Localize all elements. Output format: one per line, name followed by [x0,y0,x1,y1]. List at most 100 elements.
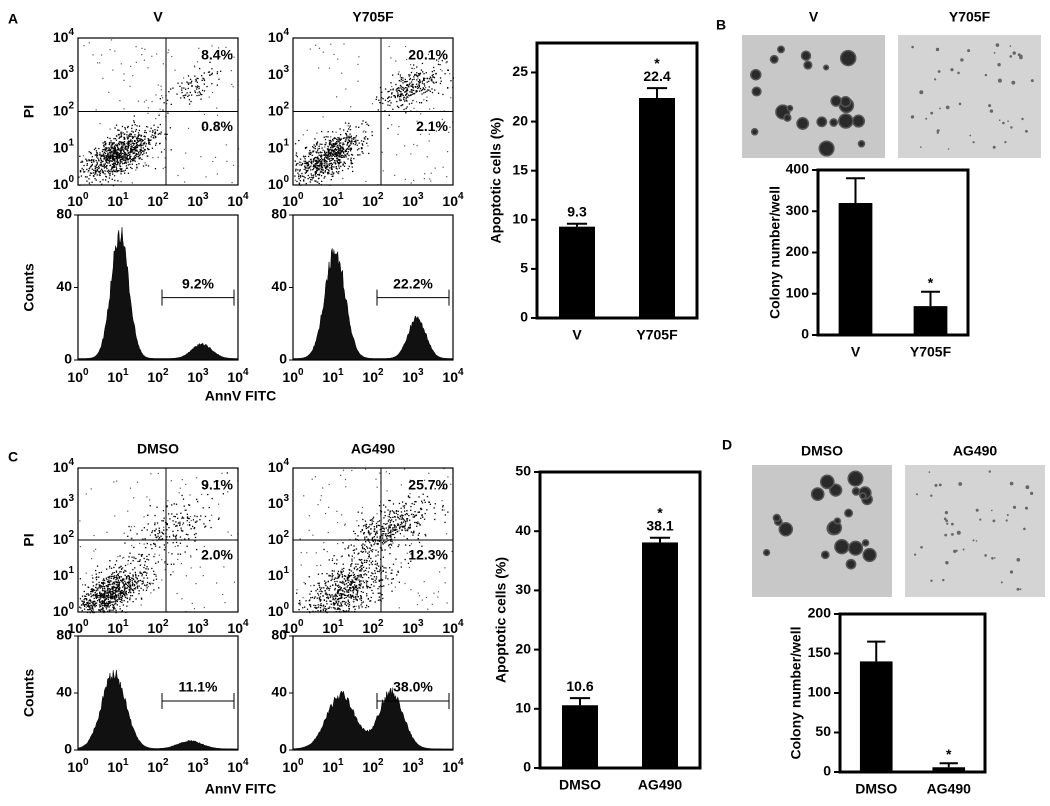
cell-event [382,565,384,567]
cell-event [370,528,372,530]
cell-event [95,172,97,174]
cell-event [153,570,155,572]
cell-event [304,168,306,170]
cell-event [109,565,111,568]
cell-event [150,139,152,141]
cell-event [137,575,140,577]
cell-event [317,161,320,163]
image-title: V [809,9,819,25]
cell-event [112,609,114,611]
cell-event [112,69,114,71]
cell-event [119,165,121,167]
cell-event [203,113,205,116]
cell-event [149,499,151,501]
cell-event [97,594,99,597]
cell-event [117,585,119,588]
cell-event [189,82,191,84]
cell-event [322,171,324,174]
cell-event [433,107,435,109]
cell-event [344,548,346,550]
cell-event [98,160,100,162]
cell-event [365,606,367,609]
cell-event [360,604,362,606]
cell-event [123,170,125,172]
cell-event [309,179,312,181]
cell-event [384,515,386,517]
cell-event [337,607,339,609]
cell-event [344,524,346,526]
cell-event [406,100,408,102]
cell-event [94,602,96,604]
cell-event [121,156,123,159]
cell-event [199,92,201,94]
cell-event [374,572,376,574]
cell-event [339,586,341,588]
cell-event [142,571,145,573]
cell-event [394,96,396,99]
cell-event [358,586,360,589]
cell-event [299,161,301,163]
colony [851,114,866,128]
cell-event [328,169,330,171]
cell-event [388,525,390,527]
cell-event [131,140,133,142]
cell-event [400,77,403,79]
cell-event [156,53,158,55]
colony [1002,121,1005,125]
cell-event [100,155,102,157]
cell-event [98,147,100,150]
cell-event [406,513,409,515]
cell-event [410,182,412,184]
histogram [77,669,239,751]
cell-event [122,148,124,150]
colony [769,54,779,64]
cell-event [95,596,97,599]
cell-event [349,575,352,577]
cell-event [415,83,418,85]
cell-event [111,142,113,144]
cell-event [397,570,399,572]
colony [751,86,762,97]
cell-event [196,498,198,500]
cell-event [329,143,331,145]
cell-event [81,609,83,612]
cell-event [379,579,381,581]
cell-event [326,551,328,553]
cell-event [95,586,97,588]
cell-event [89,151,92,154]
cell-event [406,518,408,520]
cell-event [119,581,121,583]
cell-event [350,595,352,597]
cell-event [94,173,96,175]
cell-event [336,159,338,162]
cell-event [348,610,350,612]
cell-event [123,162,125,164]
cell-event [142,165,145,167]
log-base: 10 [147,620,163,636]
cell-event [362,580,364,582]
cell-event [381,594,383,596]
cell-event [325,592,327,594]
cell-event [187,127,190,129]
cell-event [95,604,97,607]
cell-event [401,104,403,106]
cell-event [363,561,366,563]
cell-event [218,503,220,505]
cell-event [321,591,323,593]
colony [1012,51,1016,55]
cell-event [100,604,102,606]
cell-event [376,532,378,534]
cell-event [117,575,119,577]
cell-event [130,149,133,152]
cell-event [345,156,347,158]
cell-event [196,77,198,79]
cell-event [114,148,117,151]
cell-event [329,148,331,150]
colony-image [752,465,892,597]
cell-event [399,515,402,517]
cell-event [418,90,421,92]
cell-event [371,520,373,522]
cell-event [337,576,339,578]
cell-event [113,585,115,587]
cell-event [411,89,413,91]
